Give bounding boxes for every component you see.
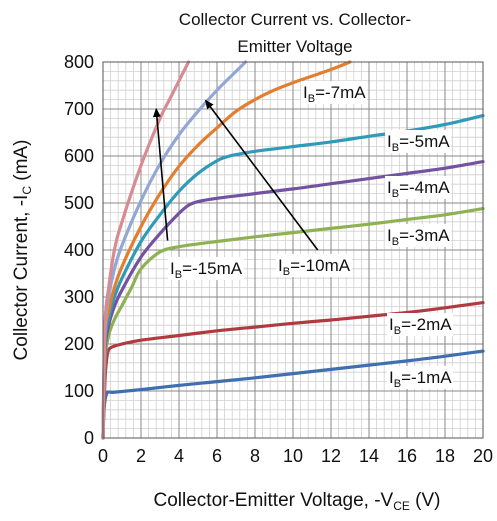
series-label-background (387, 366, 453, 389)
series-label-background (385, 176, 451, 199)
x-tick-label: 8 (250, 446, 260, 466)
series-label-text: IB=-1mA (389, 368, 452, 390)
x-tick-label: 10 (283, 446, 303, 466)
series-label-text: IB=-7mA (303, 83, 366, 105)
series-label-background (385, 130, 451, 153)
y-tick-label: 300 (64, 287, 94, 307)
series-label-text: IB=-5mA (387, 132, 450, 154)
series-label-value: =-5mA (399, 132, 450, 151)
annotation-arrow-1 (204, 99, 319, 251)
series-label-text: IB=-3mA (387, 226, 450, 248)
series-label-value: =-1mA (401, 368, 452, 387)
series-label-value: =-15mA (182, 259, 243, 278)
series-label-text: IB=-2mA (389, 315, 452, 337)
series-label-7: IB=-10mA (276, 254, 352, 278)
y-axis-title: Collector Current, -IC (mA) (11, 140, 34, 361)
series-label-prefix: I (278, 256, 283, 275)
x-tick-label: 20 (473, 446, 493, 466)
series-label-6: IB=-15mA (168, 257, 244, 281)
x-axis-title-unit: (V) (410, 490, 441, 511)
series-label-text: IB=-4mA (387, 178, 450, 200)
x-axis-title: Collector-Emitter Voltage, -VCE (V) (154, 490, 441, 513)
series-label-value: =-2mA (401, 315, 452, 334)
series-label-background (276, 254, 352, 277)
series-label-subscript: B (392, 236, 399, 248)
series-label-0: IB=-7mA (301, 81, 367, 105)
series-label-background (168, 257, 244, 280)
y-tick-label: 100 (64, 381, 94, 401)
plot-area-border (102, 61, 484, 439)
series-label-background (387, 313, 453, 336)
x-tick-label: 2 (136, 446, 146, 466)
y-tick-label: 0 (84, 428, 94, 448)
series-label-subscript: B (175, 269, 182, 281)
y-tick-label: 400 (64, 240, 94, 260)
series-layer (101, 60, 485, 440)
series-label-value: =-3mA (399, 226, 450, 245)
series-label-prefix: I (170, 259, 175, 278)
series-label-1: IB=-5mA (385, 130, 451, 154)
series-label-text: IB=-15mA (170, 259, 243, 281)
series-label-prefix: I (387, 132, 392, 151)
series-label-value: =-4mA (399, 178, 450, 197)
series-label-5: IB=-1mA (387, 366, 453, 390)
series-label-value: =-7mA (315, 83, 366, 102)
series-line-2 (101, 207, 485, 440)
y-tick-label: 200 (64, 334, 94, 354)
chart-title-line-2: Emitter Voltage (237, 37, 352, 56)
y-axis-title-main: Collector Current, -I (11, 195, 32, 361)
y-tick-label: 700 (64, 99, 94, 119)
series-label-text: IB=-10mA (278, 256, 351, 278)
series-label-background (301, 81, 367, 104)
series-label-prefix: I (389, 315, 394, 334)
y-tick-label: 500 (64, 193, 94, 213)
y-axis-title-unit: (mA) (11, 140, 32, 186)
series-label-subscript: B (394, 325, 401, 337)
series-line-5 (101, 60, 352, 440)
x-axis-title-sub: CE (393, 499, 410, 513)
tick-label-layer: 0 2 4 6 8 10 12 14 16 18 2001002003004005006007008… (64, 52, 493, 466)
y-axis-title-sub: C (20, 186, 34, 195)
series-label-value: =-10mA (290, 256, 351, 275)
series-line-4 (101, 114, 485, 440)
x-tick-label: 6 (212, 446, 222, 466)
series-label-subscript: B (394, 378, 401, 390)
series-label-3: IB=-3mA (385, 224, 451, 248)
series-label-subscript: B (392, 142, 399, 154)
series-label-prefix: I (387, 226, 392, 245)
annotation-arrow-layer (152, 99, 319, 251)
series-line-7 (101, 60, 191, 440)
series-label-2: IB=-4mA (385, 176, 451, 200)
series-label-subscript: B (392, 188, 399, 200)
series-label-prefix: I (387, 178, 392, 197)
series-label-layer: IB=-7mAIB=-5mAIB=-4mAIB=-3mAIB=-2mAIB=-1… (168, 81, 453, 390)
x-tick-label: 18 (435, 446, 455, 466)
major-grid (102, 61, 484, 439)
series-line-0 (101, 349, 485, 440)
series-label-subscript: B (308, 93, 315, 105)
x-tick-label: 0 (98, 446, 108, 466)
series-label-background (385, 224, 451, 247)
series-label-prefix: I (303, 83, 308, 102)
series-label-subscript: B (283, 266, 290, 278)
series-label-4: IB=-2mA (387, 313, 453, 337)
series-line-3 (101, 160, 485, 440)
y-tick-label: 800 (64, 52, 94, 72)
y-tick-label: 600 (64, 146, 94, 166)
x-tick-label: 16 (397, 446, 417, 466)
x-tick-label: 4 (174, 446, 184, 466)
x-tick-label: 14 (359, 446, 379, 466)
x-axis-title-main: Collector-Emitter Voltage, -V (154, 490, 394, 511)
x-tick-label: 12 (321, 446, 341, 466)
annotation-arrow-0 (152, 108, 169, 241)
chart-title-line-1: Collector Current vs. Collector- (179, 10, 411, 29)
series-label-prefix: I (389, 368, 394, 387)
